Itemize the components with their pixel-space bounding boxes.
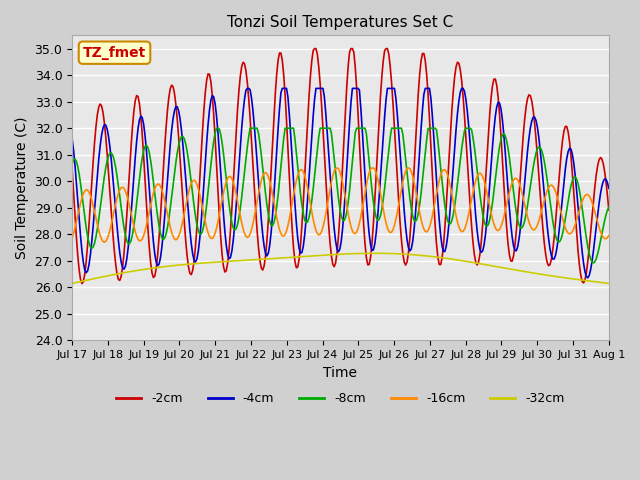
-4cm <box>605 185 612 191</box>
-4cm <box>532 118 540 123</box>
-16cm <box>604 235 611 240</box>
-2cm <box>347 46 355 51</box>
-2cm <box>311 46 319 51</box>
-2cm <box>105 170 113 176</box>
-16cm <box>454 219 461 225</box>
Title: Tonzi Soil Temperatures Set C: Tonzi Soil Temperatures Set C <box>227 15 454 30</box>
-4cm <box>103 126 111 132</box>
Line: -16cm: -16cm <box>72 168 609 242</box>
-2cm <box>605 207 612 213</box>
-8cm <box>214 125 221 131</box>
-16cm <box>100 239 108 245</box>
Legend: -2cm, -4cm, -8cm, -16cm, -32cm: -2cm, -4cm, -8cm, -16cm, -32cm <box>111 387 570 410</box>
-32cm <box>86 276 94 282</box>
-8cm <box>532 150 540 156</box>
Text: TZ_fmet: TZ_fmet <box>83 46 146 60</box>
-16cm <box>347 224 355 229</box>
-16cm <box>333 165 341 171</box>
-8cm <box>605 204 612 210</box>
-32cm <box>371 251 379 256</box>
-16cm <box>68 235 76 241</box>
-4cm <box>452 126 460 132</box>
-16cm <box>534 222 541 228</box>
-8cm <box>103 158 111 164</box>
-8cm <box>452 193 460 199</box>
Line: -32cm: -32cm <box>72 253 609 283</box>
-2cm <box>604 192 611 198</box>
Line: -2cm: -2cm <box>72 48 609 284</box>
-16cm <box>605 233 612 239</box>
-32cm <box>532 271 540 276</box>
-4cm <box>86 252 94 258</box>
-4cm <box>346 120 353 125</box>
-8cm <box>589 260 597 266</box>
-2cm <box>454 60 461 65</box>
-2cm <box>78 281 86 287</box>
-32cm <box>452 257 460 263</box>
-4cm <box>68 136 76 142</box>
-16cm <box>105 232 113 238</box>
Y-axis label: Soil Temperature (C): Soil Temperature (C) <box>15 117 29 259</box>
-4cm <box>604 180 611 185</box>
-32cm <box>605 280 612 286</box>
-16cm <box>86 192 94 198</box>
X-axis label: Time: Time <box>323 366 358 380</box>
-8cm <box>604 207 611 213</box>
-2cm <box>68 167 76 173</box>
-32cm <box>103 273 111 279</box>
-8cm <box>68 161 76 167</box>
-2cm <box>88 180 95 185</box>
-32cm <box>602 280 610 286</box>
-8cm <box>346 187 353 193</box>
-8cm <box>86 244 94 250</box>
-4cm <box>584 275 591 281</box>
-2cm <box>534 153 541 158</box>
-32cm <box>68 280 76 286</box>
Line: -4cm: -4cm <box>72 88 609 278</box>
-32cm <box>344 251 352 257</box>
Line: -8cm: -8cm <box>72 128 609 263</box>
-4cm <box>243 85 251 91</box>
